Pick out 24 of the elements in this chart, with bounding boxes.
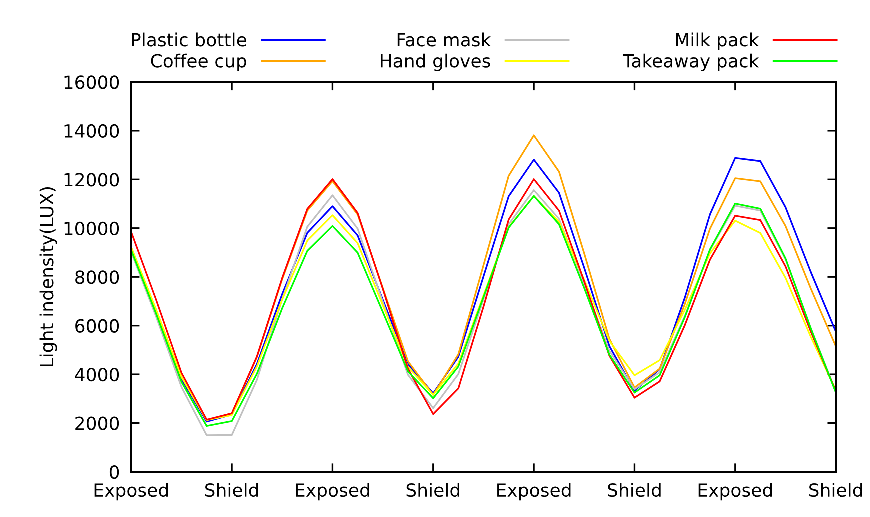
legend-label: Takeaway pack: [622, 54, 760, 72]
legend-label: Plastic bottle: [132, 32, 246, 47]
y-axis-title: Light indensity(LUX): [40, 188, 58, 366]
y-tick-label: 12000: [64, 173, 120, 187]
legend-label: Milk pack: [676, 32, 760, 50]
x-tick-label: Shield: [608, 483, 661, 498]
legend-label: Hand gloves: [381, 54, 490, 72]
x-tick-label: Exposed: [94, 483, 168, 501]
x-tick-label: Exposed: [698, 483, 772, 501]
legend-label: Face mask: [398, 32, 492, 47]
y-tick-label: 14000: [64, 124, 120, 138]
y-tick-label: 2000: [76, 416, 120, 430]
y-tick-label: 6000: [76, 319, 120, 333]
y-tick-label: 10000: [64, 222, 120, 236]
legend-label: Coffee cup: [151, 54, 246, 72]
x-tick-label: Shield: [205, 483, 258, 498]
y-tick-label: 0: [110, 465, 120, 480]
y-tick-label: 16000: [64, 76, 120, 90]
x-tick-label: Exposed: [498, 483, 571, 501]
y-tick-label: 4000: [75, 368, 120, 382]
x-tick-label: Shield: [810, 483, 862, 498]
y-tick-label: 8000: [76, 270, 120, 284]
x-tick-label: Shield: [406, 483, 460, 498]
x-tick-label: Exposed: [296, 483, 370, 501]
